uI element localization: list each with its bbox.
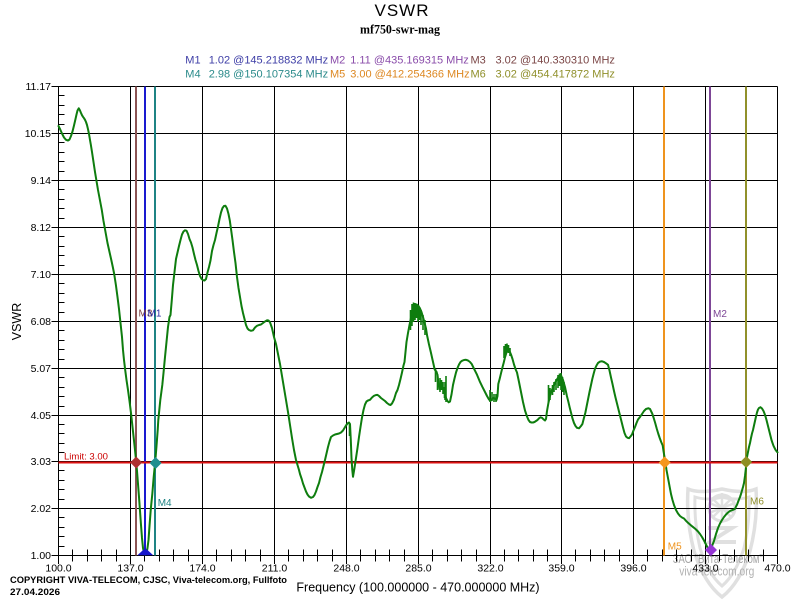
svg-text:11.17: 11.17 bbox=[26, 81, 52, 93]
svg-text:27.04.2026: 27.04.2026 bbox=[10, 587, 60, 598]
svg-text:M2: M2 bbox=[713, 309, 727, 320]
svg-text:2.98 @150.107354 MHz: 2.98 @150.107354 MHz bbox=[209, 69, 328, 81]
svg-text:6.08: 6.08 bbox=[31, 316, 52, 328]
svg-text:COPYRIGHT VIVA-TELECOM, CJSC,: COPYRIGHT VIVA-TELECOM, CJSC, Viva-telec… bbox=[10, 575, 287, 586]
svg-text:Frequency (100.000000 - 470.00: Frequency (100.000000 - 470.000000 MHz) bbox=[296, 581, 539, 595]
svg-text:7.10: 7.10 bbox=[31, 269, 52, 281]
svg-text:M1: M1 bbox=[148, 309, 162, 320]
svg-text:1.11 @435.169315 MHz: 1.11 @435.169315 MHz bbox=[350, 55, 469, 67]
svg-text:M3: M3 bbox=[471, 55, 486, 67]
svg-text:433.0: 433.0 bbox=[692, 563, 718, 575]
svg-text:10.15: 10.15 bbox=[25, 128, 51, 140]
svg-text:8.12: 8.12 bbox=[31, 222, 52, 234]
svg-text:248.0: 248.0 bbox=[333, 563, 359, 575]
svg-text:M3: M3 bbox=[139, 309, 153, 320]
svg-text:M4: M4 bbox=[158, 498, 172, 509]
svg-text:M2: M2 bbox=[330, 55, 345, 67]
svg-text:M4: M4 bbox=[185, 69, 200, 81]
svg-text:285.0: 285.0 bbox=[405, 563, 431, 575]
svg-text:1.02 @145.218832 MHz: 1.02 @145.218832 MHz bbox=[209, 55, 328, 67]
svg-text:322.0: 322.0 bbox=[477, 563, 503, 575]
svg-text:3.00 @412.254366 MHz: 3.00 @412.254366 MHz bbox=[350, 69, 469, 81]
svg-text:211.0: 211.0 bbox=[262, 563, 288, 575]
svg-text:9.14: 9.14 bbox=[31, 175, 52, 187]
svg-text:M5: M5 bbox=[668, 542, 682, 553]
svg-text:M6: M6 bbox=[471, 69, 486, 81]
svg-text:2.02: 2.02 bbox=[31, 503, 52, 515]
svg-text:mf750-swr-mag: mf750-swr-mag bbox=[360, 22, 440, 37]
svg-text:359.0: 359.0 bbox=[548, 563, 574, 575]
svg-text:4.05: 4.05 bbox=[31, 410, 52, 422]
svg-text:VSWR: VSWR bbox=[10, 303, 24, 341]
svg-text:M6: M6 bbox=[750, 497, 764, 508]
svg-text:396.0: 396.0 bbox=[620, 563, 646, 575]
svg-text:470.0: 470.0 bbox=[764, 563, 790, 575]
svg-text:3.02 @140.330310 MHz: 3.02 @140.330310 MHz bbox=[496, 55, 615, 67]
svg-text:174.0: 174.0 bbox=[189, 563, 215, 575]
svg-text:137.0: 137.0 bbox=[117, 563, 143, 575]
svg-text:1.00: 1.00 bbox=[31, 550, 52, 562]
svg-text:M1: M1 bbox=[185, 55, 200, 67]
svg-text:VSWR: VSWR bbox=[375, 1, 430, 20]
svg-text:100.0: 100.0 bbox=[45, 563, 71, 575]
svg-text:viva-telecom.org: viva-telecom.org bbox=[679, 565, 754, 579]
svg-text:3.02 @454.417872 MHz: 3.02 @454.417872 MHz bbox=[496, 69, 615, 81]
svg-text:Limit: 3.00: Limit: 3.00 bbox=[64, 452, 108, 462]
svg-text:3.03: 3.03 bbox=[31, 456, 52, 468]
svg-text:5.07: 5.07 bbox=[31, 363, 52, 375]
svg-text:M5: M5 bbox=[330, 69, 345, 81]
